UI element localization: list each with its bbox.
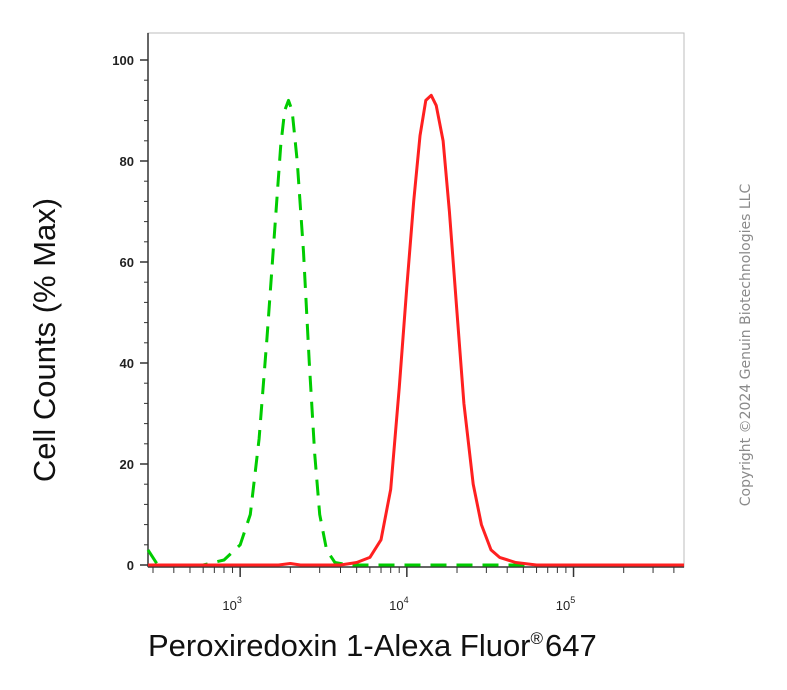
registered-mark: ® — [530, 629, 544, 648]
x-tick-base: 10 — [222, 598, 236, 613]
x-tick-exponent: 3 — [237, 595, 242, 605]
x-axis-label-text: Peroxiredoxin 1-Alexa Fluor — [148, 628, 531, 663]
x-axis-label-suffix: 647 — [545, 628, 597, 663]
x-tick-label: 104 — [389, 595, 408, 613]
series-layer — [146, 93, 684, 567]
y-tick-label: 40 — [120, 356, 134, 371]
copyright-notice: Copyright ©2024 Genuin Biotechnologies L… — [738, 183, 754, 507]
y-tick-label: 80 — [120, 154, 134, 169]
x-tick-exponent: 5 — [570, 595, 575, 605]
x-axis-ticks: 103 104 105 — [152, 567, 675, 613]
x-tick-base: 10 — [556, 598, 570, 613]
y-axis-label: Cell Counts (% Max) — [27, 197, 62, 483]
y-tick-label: 20 — [120, 457, 134, 472]
plot-frame — [147, 32, 685, 568]
y-tick-label: 60 — [120, 255, 134, 270]
histogram-series-2-line — [148, 93, 684, 567]
y-axis-ticks: 0 20 40 60 80 100 — [112, 53, 148, 573]
x-tick-exponent: 4 — [404, 595, 409, 605]
x-tick-label: 103 — [222, 595, 241, 613]
y-tick-label: 0 — [127, 558, 134, 573]
x-tick-base: 10 — [389, 598, 403, 613]
x-axis-label: Peroxiredoxin 1-Alexa Fluor®647 — [148, 628, 597, 664]
y-tick-label: 100 — [112, 53, 134, 68]
histogram-series-1-line — [146, 98, 684, 567]
x-tick-label: 105 — [556, 595, 575, 613]
